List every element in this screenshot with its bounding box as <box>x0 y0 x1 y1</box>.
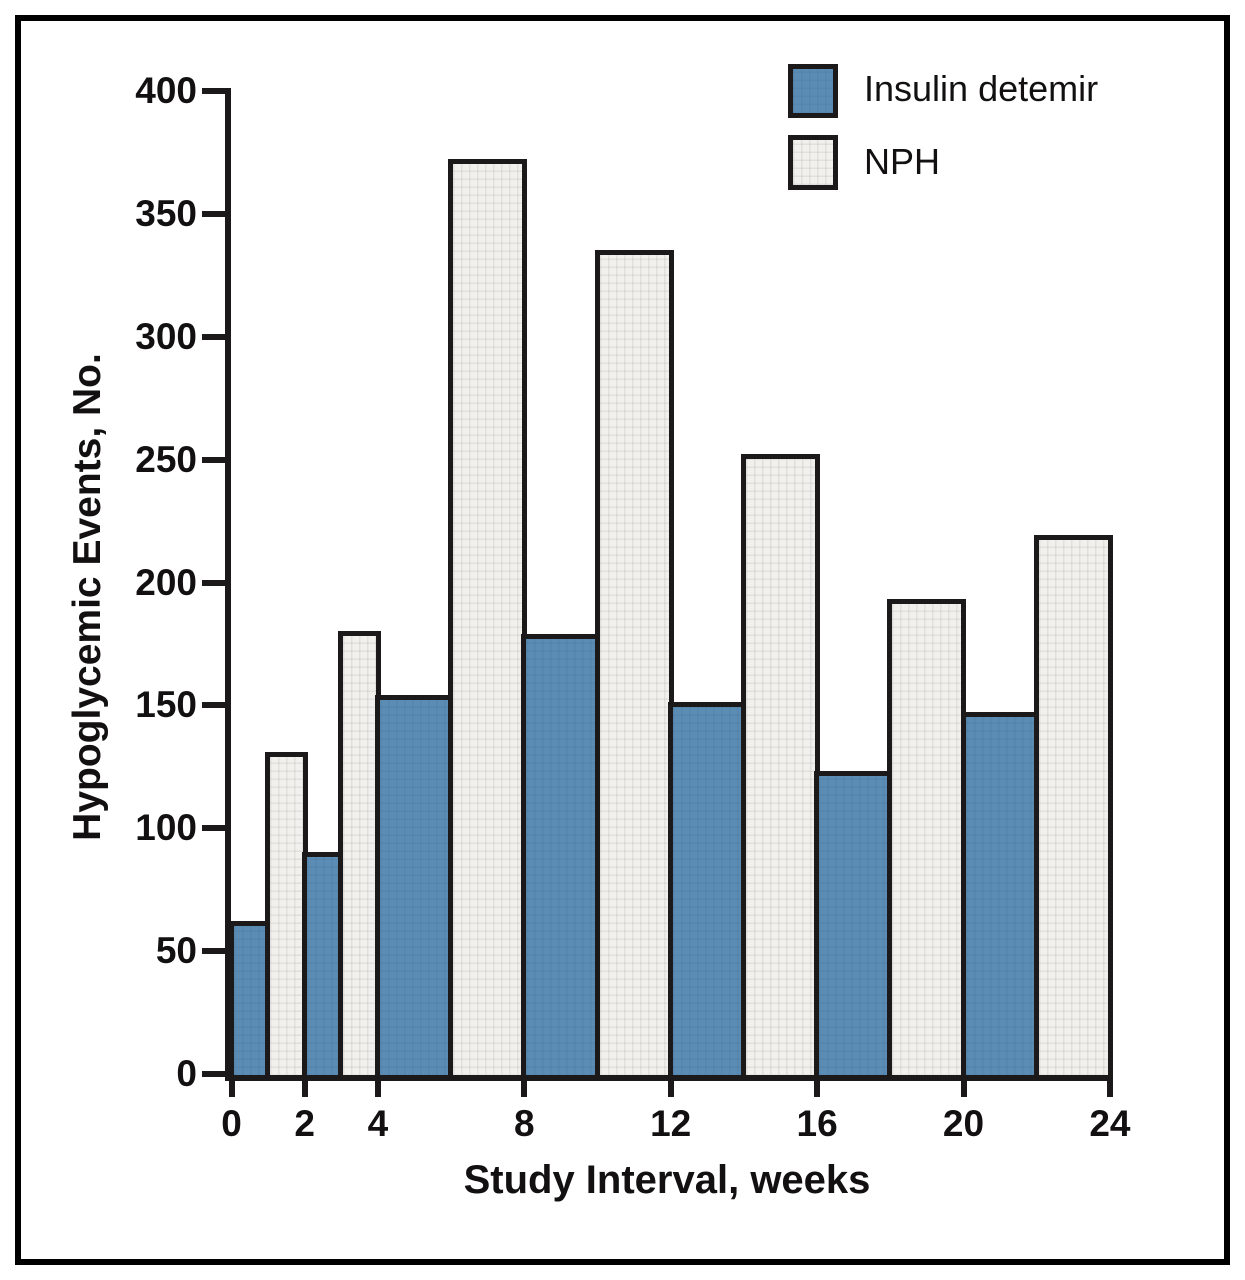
legend-swatch-nph <box>788 135 838 190</box>
bar-insulin-detemir-4-8 <box>374 695 455 1081</box>
legend-label-nph: NPH <box>864 141 941 182</box>
x-tick-8 <box>521 1078 528 1097</box>
y-tick-label-50: 50 <box>155 930 197 972</box>
bar-insulin-detemir-20-24 <box>960 712 1040 1081</box>
y-tick-label-300: 300 <box>135 315 197 357</box>
bar-nph-16-20 <box>887 599 967 1081</box>
x-tick-24 <box>1106 1078 1113 1097</box>
x-tick-label-4: 4 <box>367 1103 389 1144</box>
y-tick-250 <box>202 456 225 463</box>
x-tick-label-12: 12 <box>650 1103 692 1144</box>
x-tick-label-0: 0 <box>221 1103 242 1144</box>
bar-insulin-detemir-2-4 <box>301 852 345 1081</box>
y-tick-label-200: 200 <box>135 561 197 603</box>
y-tick-300 <box>202 333 225 340</box>
x-tick-label-24: 24 <box>1089 1103 1131 1144</box>
x-tick-label-8: 8 <box>514 1103 535 1144</box>
x-tick-0 <box>228 1078 235 1097</box>
bar-insulin-detemir-12-16 <box>667 702 747 1081</box>
y-tick-label-350: 350 <box>135 192 197 234</box>
y-tick-350 <box>202 210 225 217</box>
bar-nph-12-16 <box>740 454 821 1081</box>
bar-nph-2-4 <box>338 631 381 1081</box>
y-tick-150 <box>202 702 225 709</box>
x-tick-label-16: 16 <box>796 1103 838 1144</box>
x-tick-12 <box>667 1078 674 1097</box>
y-tick-200 <box>202 579 225 586</box>
y-tick-label-0: 0 <box>176 1053 197 1094</box>
y-tick-label-400: 400 <box>135 70 197 111</box>
y-tick-50 <box>202 948 225 955</box>
y-tick-100 <box>202 825 225 832</box>
x-axis-title: Study Interval, weeks <box>463 1158 871 1202</box>
x-tick-20 <box>960 1078 967 1097</box>
bar-nph-4-8 <box>448 159 528 1081</box>
bar-nph-20-24 <box>1033 535 1113 1081</box>
x-tick-16 <box>814 1078 821 1097</box>
legend-swatch-insulin-detemir <box>788 64 838 118</box>
legend-label-insulin-detemir: Insulin detemir <box>864 68 1099 109</box>
y-tick-label-250: 250 <box>135 438 197 480</box>
x-tick-2 <box>301 1078 308 1097</box>
bar-insulin-detemir-8-12 <box>521 633 601 1081</box>
y-tick-label-100: 100 <box>135 807 197 849</box>
bar-nph-8-12 <box>594 250 674 1081</box>
x-tick-label-20: 20 <box>942 1103 985 1144</box>
x-tick-4 <box>374 1078 381 1097</box>
x-tick-label-2: 2 <box>294 1103 315 1144</box>
y-tick-400 <box>202 88 225 94</box>
y-tick-0 <box>202 1071 225 1077</box>
y-axis-title: Hypoglycemic Events, No. <box>66 353 109 841</box>
y-tick-label-150: 150 <box>135 684 197 726</box>
bar-insulin-detemir-16-20 <box>814 771 894 1081</box>
y-axis-line <box>225 88 231 1081</box>
